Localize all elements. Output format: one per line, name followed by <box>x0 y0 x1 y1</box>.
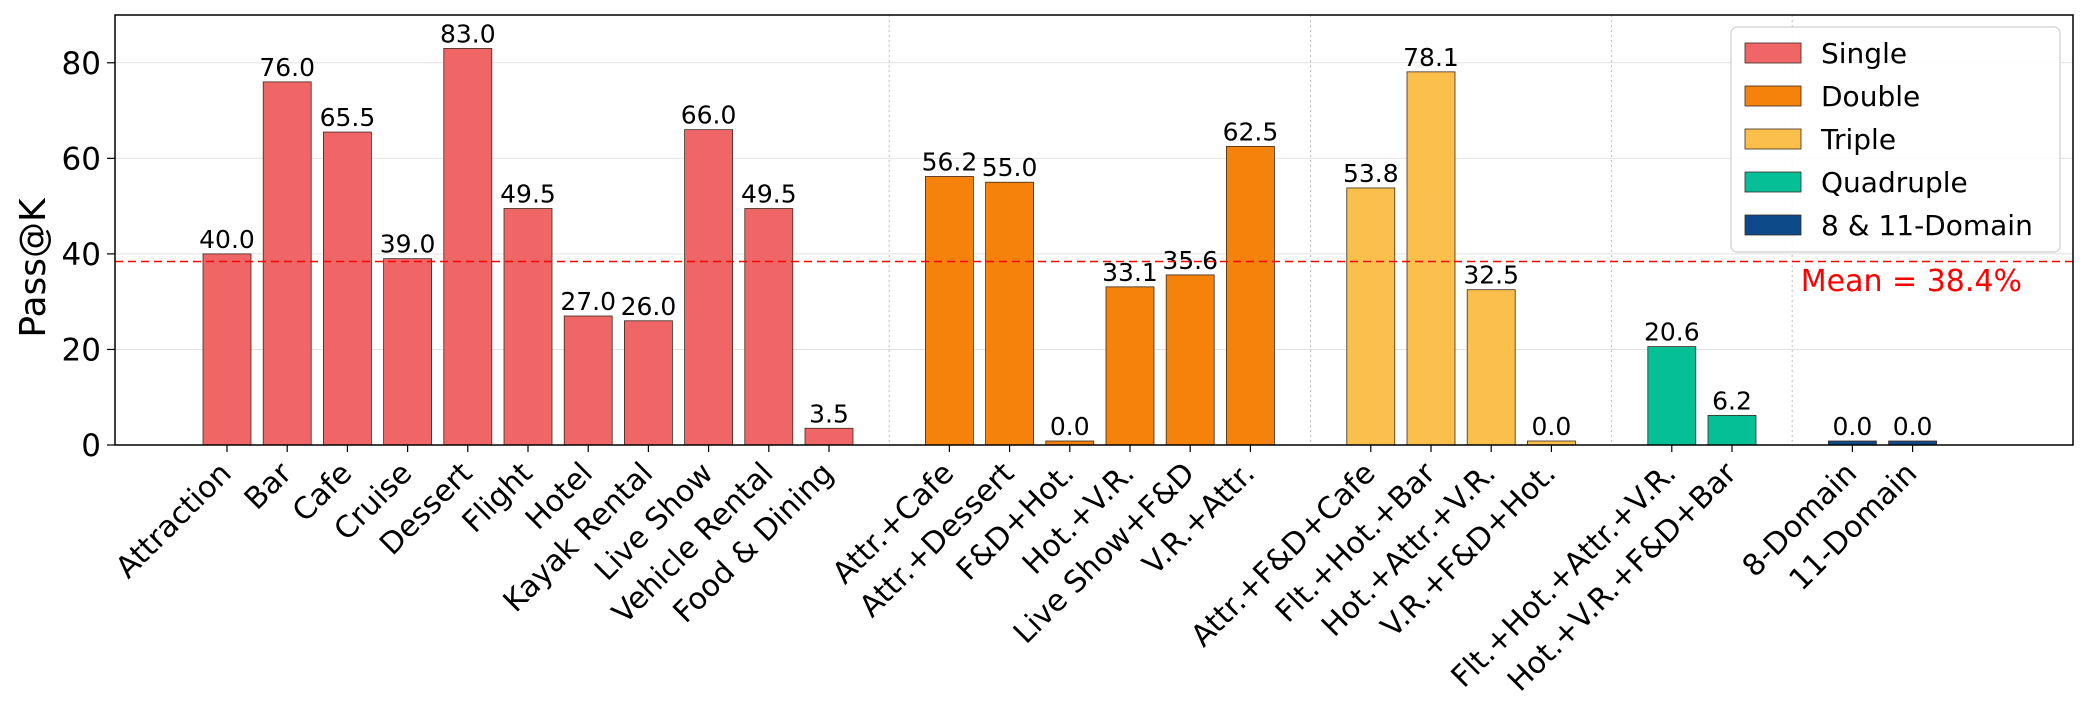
bar-value-label: 6.2 <box>1712 386 1752 415</box>
y-axis-label: Pass@K <box>13 197 54 338</box>
legend-label: Triple <box>1820 123 1896 156</box>
legend-swatch <box>1744 42 1802 64</box>
bar-value-label: 35.6 <box>1162 246 1218 275</box>
bar <box>985 181 1034 446</box>
legend-swatch <box>1744 128 1802 150</box>
plot-frame <box>114 14 2074 446</box>
bar-value-label: 83.0 <box>440 19 496 48</box>
legend-label: Double <box>1821 80 1920 113</box>
bar-value-label: 32.5 <box>1463 261 1519 290</box>
bar-value-label: 76.0 <box>259 53 315 82</box>
bar-value-label: 20.6 <box>1644 318 1700 347</box>
bar-value-label: 3.5 <box>809 399 849 428</box>
bar-value-label: 65.5 <box>320 103 376 132</box>
x-tick-label: Flight <box>456 456 540 540</box>
bar-value-label: 62.5 <box>1223 117 1279 146</box>
bar <box>1226 145 1275 446</box>
bar-value-label: 55.0 <box>982 153 1038 182</box>
bar-value-label: 40.0 <box>199 225 255 254</box>
bar-value-label: 66.0 <box>681 101 737 130</box>
bar <box>1346 187 1396 446</box>
bar <box>925 176 974 446</box>
bar <box>443 48 493 446</box>
bar-value-label: 0.0 <box>1893 412 1933 441</box>
bar <box>804 427 854 446</box>
legend-label: Quadruple <box>1821 166 1968 199</box>
bar <box>684 129 733 446</box>
bar-value-label: 56.2 <box>922 147 978 176</box>
legend-label: Single <box>1821 37 1907 70</box>
legend-swatch <box>1744 171 1802 193</box>
bar-value-label: 33.1 <box>1102 258 1158 287</box>
bar-value-label: 39.0 <box>380 230 436 259</box>
bar-value-label: 0.0 <box>1532 412 1572 441</box>
x-tick-label: Attraction <box>109 456 239 586</box>
bar <box>1707 414 1757 446</box>
bar <box>744 208 794 446</box>
bar-value-label: 53.8 <box>1343 159 1399 188</box>
bar <box>262 81 312 446</box>
legend-label: 8 & 11-Domain <box>1821 209 2033 242</box>
bar <box>202 253 252 446</box>
bar <box>1406 71 1456 446</box>
mean-label: Mean = 38.4% <box>1801 264 2022 299</box>
y-tick-label: 80 <box>62 46 101 82</box>
bar-value-label: 49.5 <box>741 180 797 209</box>
legend-box <box>1730 26 2061 253</box>
bar-value-label: 78.1 <box>1403 43 1459 72</box>
bar <box>503 208 553 446</box>
bar <box>1647 346 1697 446</box>
bar <box>1105 286 1155 446</box>
bar-value-label: 27.0 <box>560 287 616 316</box>
y-tick-label: 20 <box>62 332 101 368</box>
bar-value-label: 0.0 <box>1833 412 1873 441</box>
bar-value-label: 49.5 <box>500 180 556 209</box>
legend-swatch <box>1744 214 1802 236</box>
bar <box>624 320 673 446</box>
bar <box>1466 289 1516 446</box>
legend-swatch <box>1744 85 1802 107</box>
y-tick-label: 60 <box>62 141 101 177</box>
bar-value-label: 26.0 <box>621 292 677 321</box>
bar <box>322 131 372 446</box>
bar-value-label: 0.0 <box>1050 412 1090 441</box>
y-tick-label: 0 <box>81 428 101 464</box>
bar <box>1165 274 1215 446</box>
y-tick-label: 40 <box>62 237 101 273</box>
bar <box>563 315 613 446</box>
bar <box>383 258 433 446</box>
